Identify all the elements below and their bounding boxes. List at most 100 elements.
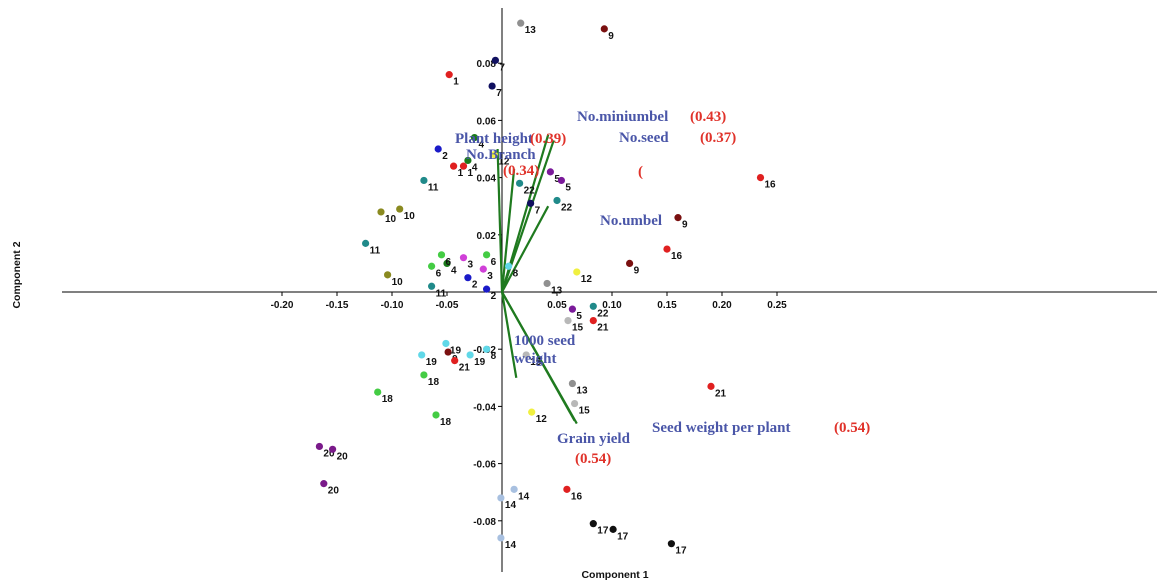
x-tick-label: 0.05: [547, 300, 567, 311]
score-point-label: 17: [617, 531, 629, 542]
score-point: [464, 156, 472, 165]
y-tick-label: -0.06: [473, 460, 496, 471]
vector-loading-value: (0.37): [700, 130, 736, 146]
score-point-label: 6: [491, 257, 497, 268]
score-point-label: 7: [499, 62, 505, 73]
y-tick-label: -0.04: [473, 402, 496, 413]
loading-vector-labels: Plant height(0.39)No.Branch(0.34) No.mini…: [455, 109, 870, 467]
score-point: [483, 285, 491, 293]
score-point-label: 3: [487, 271, 493, 282]
score-point: [600, 25, 608, 33]
score-point: [420, 371, 428, 379]
score-point-label: 4: [479, 140, 485, 151]
score-point-label: 16: [765, 180, 777, 191]
score-point: [479, 265, 487, 273]
score-point-label: 20: [328, 486, 340, 497]
score-point-label: 10: [385, 214, 397, 225]
score-point: [428, 282, 436, 290]
score-point: [470, 133, 479, 142]
score-point: [497, 494, 505, 502]
score-point: [609, 525, 617, 533]
score-point-label: 19: [474, 357, 486, 368]
score-point-label: 11: [436, 288, 447, 299]
score-point: [510, 485, 518, 493]
score-point-label: 12: [498, 157, 510, 168]
y-tick-label: 0.02: [477, 231, 497, 242]
score-point-label: 10: [404, 211, 416, 222]
score-point: [527, 199, 535, 207]
vector-loading-value: (0.54): [834, 420, 870, 436]
score-point-label: 10: [392, 277, 404, 288]
score-point: [663, 245, 671, 253]
score-point-label: 16: [571, 491, 583, 502]
score-point-label: 17: [675, 546, 687, 557]
score-point: [543, 279, 551, 288]
score-point: [384, 271, 392, 279]
score-point: [516, 179, 524, 187]
score-point: [377, 208, 385, 216]
score-point-label: 5: [565, 182, 571, 193]
score-point: [528, 408, 536, 416]
score-point-label: 18: [428, 377, 440, 388]
loading-vector: [501, 291, 576, 422]
vector-label: No.miniumbel: [577, 109, 668, 125]
score-point-label: 22: [597, 308, 609, 319]
vector-label: No.Branch: [466, 147, 536, 163]
score-point: [420, 176, 428, 185]
y-tick-label: 0.08: [477, 59, 497, 70]
score-point-label: 13: [525, 25, 537, 36]
score-point-label: 1: [468, 168, 474, 179]
score-point-label: 8: [491, 351, 497, 362]
score-point: [329, 445, 337, 453]
score-point: [444, 348, 452, 356]
score-point: [571, 399, 579, 408]
loading-vector: [501, 205, 550, 293]
score-point-label: 4: [451, 265, 457, 276]
score-point: [432, 411, 440, 419]
score-point-label: 22: [561, 202, 573, 213]
score-point: [464, 274, 472, 282]
score-point: [488, 82, 496, 90]
score-point: [443, 259, 451, 267]
y-tick-label: 0.06: [477, 116, 497, 127]
vector-label: No.umbel: [600, 213, 662, 229]
score-point-label: 1: [458, 168, 464, 179]
score-point-label: 21: [459, 363, 471, 374]
score-point: [320, 480, 328, 488]
score-point-label: 15: [530, 357, 542, 368]
score-point-label: 14: [505, 540, 517, 551]
score-point-label: 5: [576, 311, 582, 322]
score-point: [517, 19, 525, 27]
score-point-label: 22: [524, 185, 536, 196]
score-point: [557, 176, 566, 185]
score-point: [568, 305, 577, 313]
score-point-label: 9: [608, 31, 614, 42]
score-point-label: 7: [496, 88, 502, 99]
loading-vector: [500, 291, 518, 378]
vector-loading-value: (0.54): [575, 451, 611, 467]
x-tick-label: -0.05: [436, 300, 459, 311]
score-point: [459, 162, 468, 170]
score-point: [374, 388, 382, 396]
score-point: [490, 151, 498, 159]
vector-loading-value: (0.39): [530, 131, 566, 147]
score-point: [445, 71, 453, 79]
y-tick-label: -0.08: [473, 517, 496, 528]
score-point-label: 12: [581, 274, 593, 285]
score-point-label: 18: [382, 394, 394, 405]
axes: -0.20 -0.15 -0.10 -0.05 0.05 0.10 0.15 0.20 0.25…: [62, 8, 1157, 572]
score-point-label: 2: [472, 280, 478, 291]
score-point-label: 11: [370, 245, 381, 256]
score-point: [568, 379, 577, 388]
score-point: [553, 196, 561, 205]
score-point: [437, 251, 446, 259]
score-point-label: 11: [428, 182, 439, 193]
score-point: [589, 520, 597, 528]
score-point-label: 9: [634, 265, 640, 276]
score-point-label: 19: [450, 345, 462, 356]
vector-label: 1000 seed weight: [514, 333, 576, 367]
score-point: [563, 485, 571, 493]
score-point: [546, 168, 555, 176]
score-point: [756, 174, 765, 182]
